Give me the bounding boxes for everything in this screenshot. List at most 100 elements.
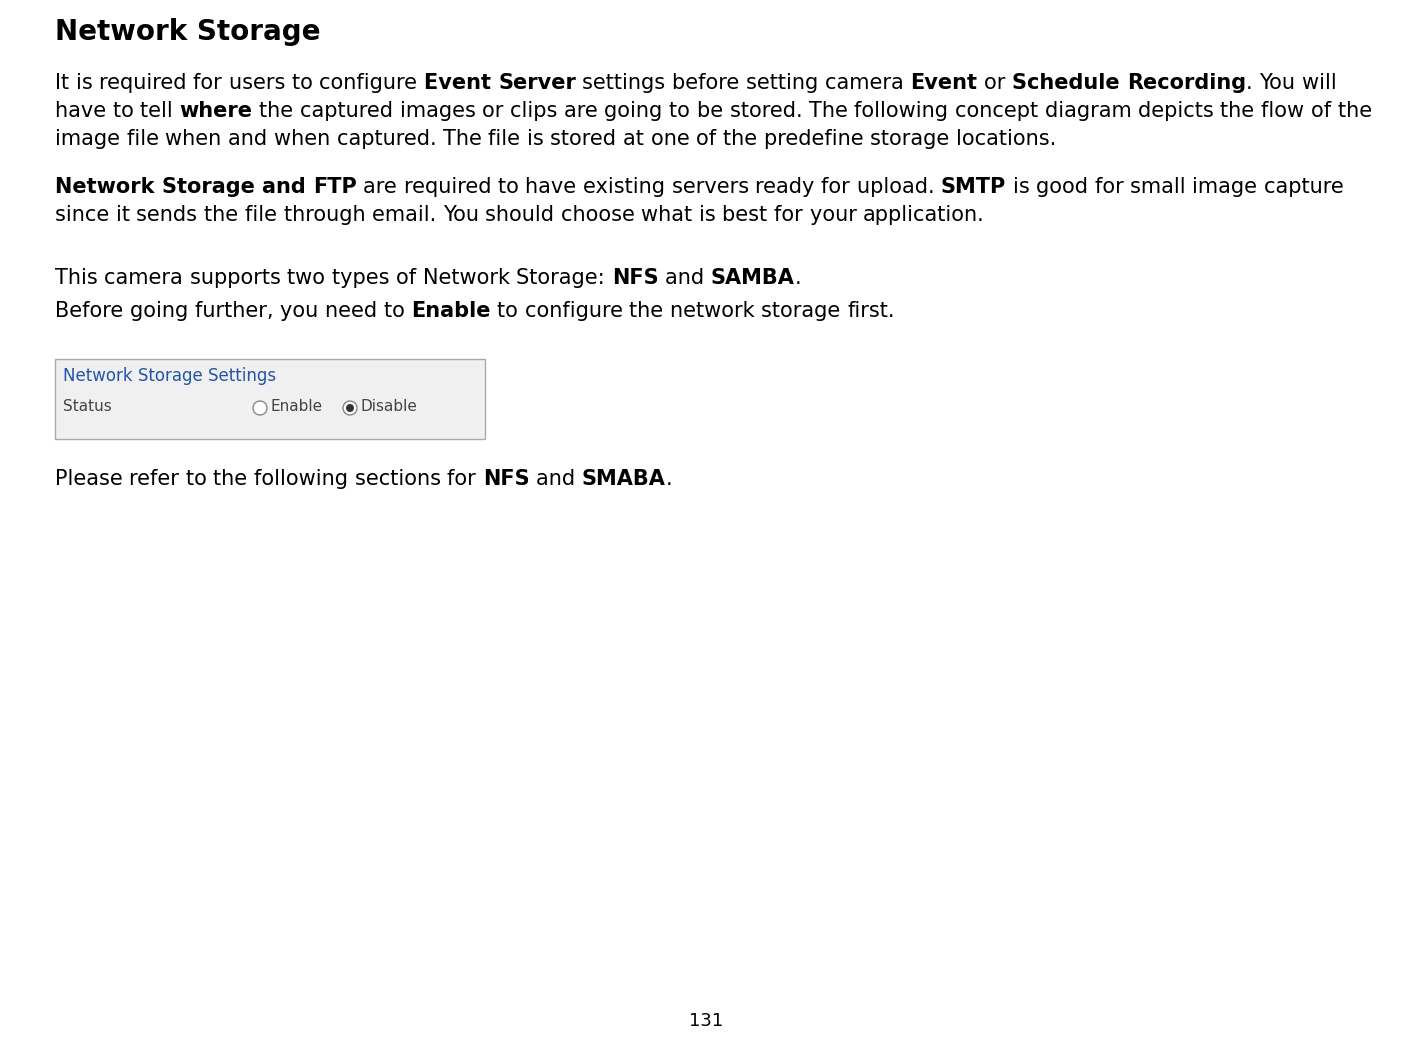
Text: have: have: [55, 101, 113, 121]
Text: is: is: [699, 205, 722, 225]
Text: good: good: [1036, 177, 1095, 197]
Text: stored: stored: [551, 129, 623, 149]
Text: This: This: [55, 268, 105, 288]
Text: of: of: [1311, 101, 1338, 121]
Text: to: to: [187, 469, 213, 489]
Text: file: file: [127, 129, 165, 149]
Text: NFS: NFS: [612, 268, 658, 288]
Text: Network: Network: [422, 268, 516, 288]
Text: sections: sections: [355, 469, 448, 489]
Text: It: It: [55, 74, 76, 93]
Text: camera: camera: [825, 74, 910, 93]
Text: and: and: [536, 469, 582, 489]
Text: where: where: [179, 101, 253, 121]
Text: Schedule: Schedule: [1012, 74, 1128, 93]
Text: camera: camera: [105, 268, 189, 288]
Text: predefine: predefine: [763, 129, 870, 149]
Text: captured.: captured.: [336, 129, 444, 149]
Text: since: since: [55, 205, 116, 225]
Text: image: image: [1193, 177, 1265, 197]
Text: to: to: [497, 301, 524, 321]
Text: Recording: Recording: [1128, 74, 1246, 93]
Text: flow: flow: [1262, 101, 1311, 121]
Text: for: for: [1095, 177, 1130, 197]
Text: .: .: [666, 469, 673, 489]
Text: ready: ready: [756, 177, 821, 197]
Text: for: for: [194, 74, 229, 93]
Text: Network Storage: Network Storage: [55, 18, 321, 46]
Text: choose: choose: [561, 205, 642, 225]
Text: diagram: diagram: [1044, 101, 1137, 121]
Text: Network: Network: [55, 177, 161, 197]
Text: 131: 131: [690, 1012, 723, 1030]
Text: the: the: [259, 101, 300, 121]
Text: image: image: [55, 129, 127, 149]
Text: one: one: [650, 129, 697, 149]
Text: storage: storage: [762, 301, 848, 321]
Text: file: file: [244, 205, 284, 225]
Text: should: should: [485, 205, 561, 225]
Text: You: You: [1259, 74, 1301, 93]
Text: it: it: [116, 205, 137, 225]
Text: .: .: [1246, 74, 1259, 93]
Text: to: to: [113, 101, 140, 121]
Circle shape: [343, 401, 357, 415]
Text: stored.: stored.: [729, 101, 808, 121]
Text: network: network: [670, 301, 762, 321]
Text: going: going: [130, 301, 195, 321]
Text: clips: clips: [510, 101, 564, 121]
Text: first.: first.: [848, 301, 894, 321]
Text: file: file: [489, 129, 527, 149]
Circle shape: [253, 401, 267, 415]
Text: Please: Please: [55, 469, 130, 489]
Text: what: what: [642, 205, 699, 225]
Text: captured: captured: [300, 101, 400, 121]
Text: Server: Server: [497, 74, 577, 93]
Text: application.: application.: [863, 205, 985, 225]
Text: is: is: [76, 74, 99, 93]
Text: or: or: [482, 101, 510, 121]
Text: You: You: [442, 205, 485, 225]
Text: through: through: [284, 205, 372, 225]
Text: supports: supports: [189, 268, 287, 288]
Text: upload.: upload.: [856, 177, 941, 197]
Text: Storage: Storage: [161, 177, 261, 197]
Text: SMTP: SMTP: [941, 177, 1006, 197]
Text: NFS: NFS: [483, 469, 530, 489]
Text: two: two: [287, 268, 332, 288]
Text: of: of: [396, 268, 422, 288]
Text: Event: Event: [424, 74, 497, 93]
Text: is: is: [527, 129, 551, 149]
Text: need: need: [325, 301, 383, 321]
Text: and: and: [666, 268, 711, 288]
Text: will: will: [1301, 74, 1344, 93]
Text: SMABA: SMABA: [582, 469, 666, 489]
Text: the: the: [203, 205, 244, 225]
Text: configure: configure: [524, 301, 629, 321]
Text: is: is: [1013, 177, 1036, 197]
Text: Enable: Enable: [270, 399, 322, 414]
Text: to: to: [670, 101, 697, 121]
Text: for: for: [774, 205, 810, 225]
Text: small: small: [1130, 177, 1193, 197]
Text: images: images: [400, 101, 482, 121]
Text: types: types: [332, 268, 396, 288]
Text: following: following: [254, 469, 355, 489]
Text: required: required: [99, 74, 194, 93]
Text: Event: Event: [910, 74, 978, 93]
Text: refer: refer: [130, 469, 187, 489]
Text: to: to: [383, 301, 411, 321]
Text: for: for: [821, 177, 856, 197]
Text: Enable: Enable: [411, 301, 490, 321]
Text: sends: sends: [137, 205, 203, 225]
FancyBboxPatch shape: [55, 359, 485, 439]
Text: Network Storage Settings: Network Storage Settings: [64, 368, 276, 385]
Text: Disable: Disable: [360, 399, 417, 414]
Text: SAMBA: SAMBA: [711, 268, 794, 288]
Text: depicts: depicts: [1137, 101, 1221, 121]
Text: setting: setting: [746, 74, 825, 93]
Text: to: to: [497, 177, 526, 197]
Text: email.: email.: [372, 205, 442, 225]
Text: are: are: [363, 177, 404, 197]
Text: the: the: [213, 469, 254, 489]
